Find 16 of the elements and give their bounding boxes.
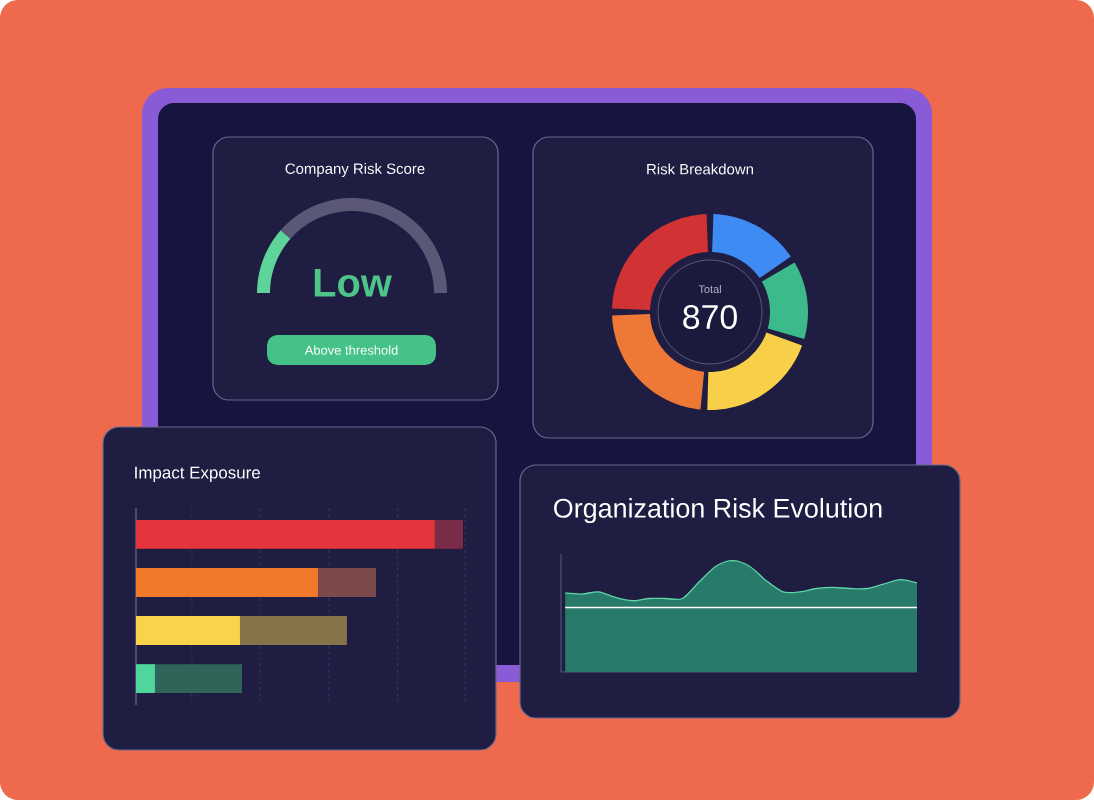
bar	[136, 616, 240, 645]
text: Above threshold	[304, 345, 398, 355]
bar	[434, 520, 463, 549]
bar	[136, 568, 319, 597]
bar	[136, 664, 155, 693]
bar	[136, 520, 435, 549]
text: 870	[683, 305, 737, 329]
chart-title: Company Risk Score	[285, 163, 425, 177]
chart-title: Organization Risk Evolution	[554, 498, 882, 524]
text: Low	[314, 269, 392, 297]
bar	[154, 664, 242, 693]
chart-title: Impact Exposure	[135, 466, 260, 482]
chart-title: Risk Breakdown	[647, 163, 753, 175]
bar	[318, 568, 377, 597]
bar	[239, 616, 347, 645]
text: Total	[698, 284, 721, 294]
